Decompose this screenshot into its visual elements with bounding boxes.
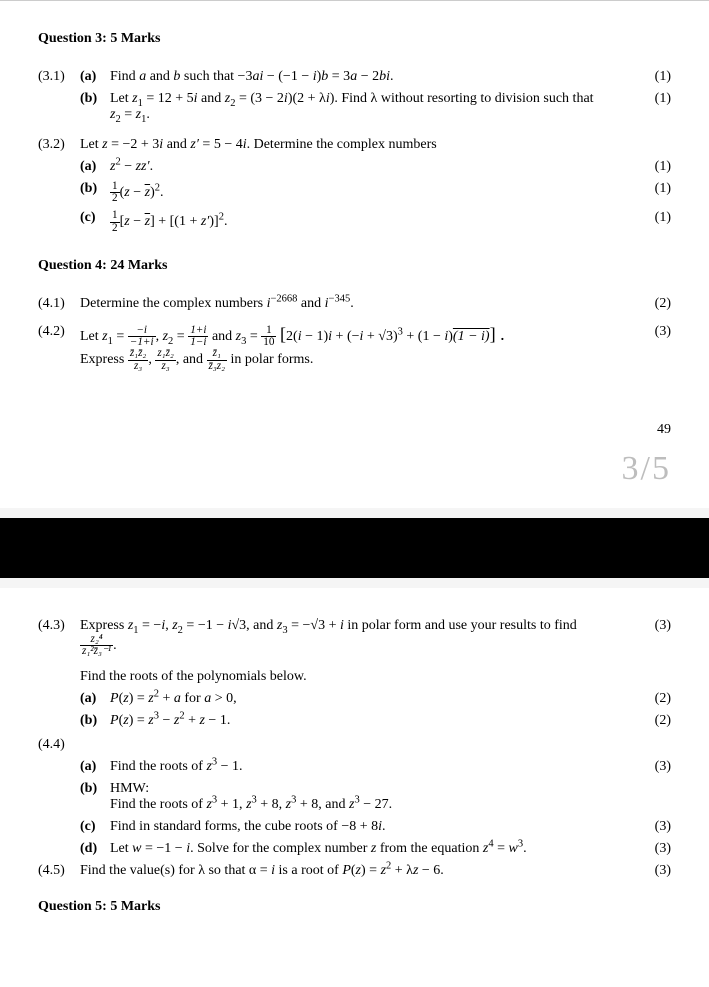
q-body: Express z1 = −i, z2 = −1 − i√3, and z3 =… [80,618,641,657]
q3-1-a: (3.1) (a) Find a and b such that −3ai − … [38,69,671,85]
fraction: z₁z̄₂z₃ [155,348,176,371]
q-body: Let z1 = 12 + 5i and z2 = (3 − 2i)(2 + λ… [110,91,641,123]
page-number: 49 [38,422,671,438]
fraction: 12 [110,181,120,204]
page-count: 3/5 [38,450,671,488]
q4-3-a: (a) P(z) = z2 + a for a > 0, (2) [38,691,671,707]
mark: (1) [641,91,671,107]
q4-4-a: (a) Find the roots of z3 − 1. (3) [38,759,671,775]
q-body: Find in standard forms, the cube roots o… [110,819,641,835]
q-body: HMW: Find the roots of z3 + 1, z3 + 8, z… [110,781,641,813]
sub-label: (b) [80,91,110,107]
fraction: z₂⁴z₁²z̄₃⁻¹ [80,634,113,657]
page-divider [0,508,709,588]
fraction: z̄₁z̄₃z₂ [207,348,228,371]
q-body: Find a and b such that −3ai − (−1 − i)b … [110,69,641,85]
sec-num: (4.2) [38,324,80,340]
q-body: Find the roots of z3 − 1. [110,759,641,775]
q4-4: (4.4) [38,737,671,753]
sec-num: (4.4) [38,737,80,753]
q-body: Find the value(s) for λ so that α = i is… [80,863,641,879]
sub-label: (c) [80,819,110,835]
q-body: P(z) = z3 − z2 + z − 1. [110,713,641,729]
q4-4-c: (c) Find in standard forms, the cube roo… [38,819,671,835]
q4-2: (4.2) Let z1 = −i−1+i, z2 = 1+i1−i and z… [38,324,671,372]
mark: (3) [641,324,671,340]
q-body: Find the roots of the polynomials below. [80,669,641,685]
mark: (1) [641,210,671,226]
sec-num: (4.3) [38,618,80,634]
q4-4-d: (d) Let w = −1 − i. Solve for the comple… [38,841,671,857]
q-body: z2 − zz′. [110,159,641,175]
sub-label: (c) [80,210,110,226]
sec-num: (4.1) [38,296,80,312]
q3-header: Question 3: 5 Marks [38,31,671,47]
mark: (1) [641,69,671,85]
fraction: z̄₁z̄₂z₃ [128,348,149,371]
sub-label: (b) [80,181,110,197]
fraction: −i−1+i [128,325,156,348]
mark: (2) [641,713,671,729]
mark: (3) [641,841,671,857]
q-body: Determine the complex numbers i−2668 and… [80,296,641,312]
q-body: Let z = −2 + 3i and z′ = 5 − 4i. Determi… [80,137,641,153]
q-body: 12(z − z)2. [110,181,641,204]
mark: (3) [641,618,671,634]
sub-label: (a) [80,69,110,85]
sub-label: (b) [80,713,110,729]
q5-header-cut: Question 5: 5 Marks [38,899,671,915]
q4-3-b: (b) P(z) = z3 − z2 + z − 1. (2) [38,713,671,729]
q3-2-c: (c) 12[z − z] + [(1 + z′)]2. (1) [38,210,671,233]
fraction: 110 [261,325,276,348]
q4-4-b: (b) HMW: Find the roots of z3 + 1, z3 + … [38,781,671,813]
mark: (1) [641,159,671,175]
q4-1: (4.1) Determine the complex numbers i−26… [38,296,671,312]
q3-2-a: (a) z2 − zz′. (1) [38,159,671,175]
sec-num: (3.1) [38,69,80,85]
q-body: P(z) = z2 + a for a > 0, [110,691,641,707]
q-body: Let w = −1 − i. Solve for the complex nu… [110,841,641,857]
q4-5: (4.5) Find the value(s) for λ so that α … [38,863,671,879]
page-2: (4.3) Express z1 = −i, z2 = −1 − i√3, an… [0,588,709,935]
mark: (2) [641,296,671,312]
sub-label: (b) [80,781,110,797]
q3-1-b: (b) Let z1 = 12 + 5i and z2 = (3 − 2i)(2… [38,91,671,123]
sub-label: (a) [80,691,110,707]
sub-label: (a) [80,759,110,775]
fraction: 12 [110,210,120,233]
mark: (3) [641,863,671,879]
fraction: 1+i1−i [188,325,208,348]
q-body: Let z1 = −i−1+i, z2 = 1+i1−i and z3 = 11… [80,324,641,372]
q4-header: Question 4: 24 Marks [38,258,671,274]
mark: (1) [641,181,671,197]
q3-2-intro: (3.2) Let z = −2 + 3i and z′ = 5 − 4i. D… [38,137,671,153]
mark: (3) [641,819,671,835]
q3-2-b: (b) 12(z − z)2. (1) [38,181,671,204]
sec-num: (3.2) [38,137,80,153]
mark: (2) [641,691,671,707]
mark: (3) [641,759,671,775]
page-1: Question 3: 5 Marks (3.1) (a) Find a and… [0,0,709,508]
sec-num: (4.5) [38,863,80,879]
q4-3-roots-intro: Find the roots of the polynomials below. [38,669,671,685]
q4-3: (4.3) Express z1 = −i, z2 = −1 − i√3, an… [38,618,671,657]
sub-label: (d) [80,841,110,857]
q-body: 12[z − z] + [(1 + z′)]2. [110,210,641,233]
sub-label: (a) [80,159,110,175]
